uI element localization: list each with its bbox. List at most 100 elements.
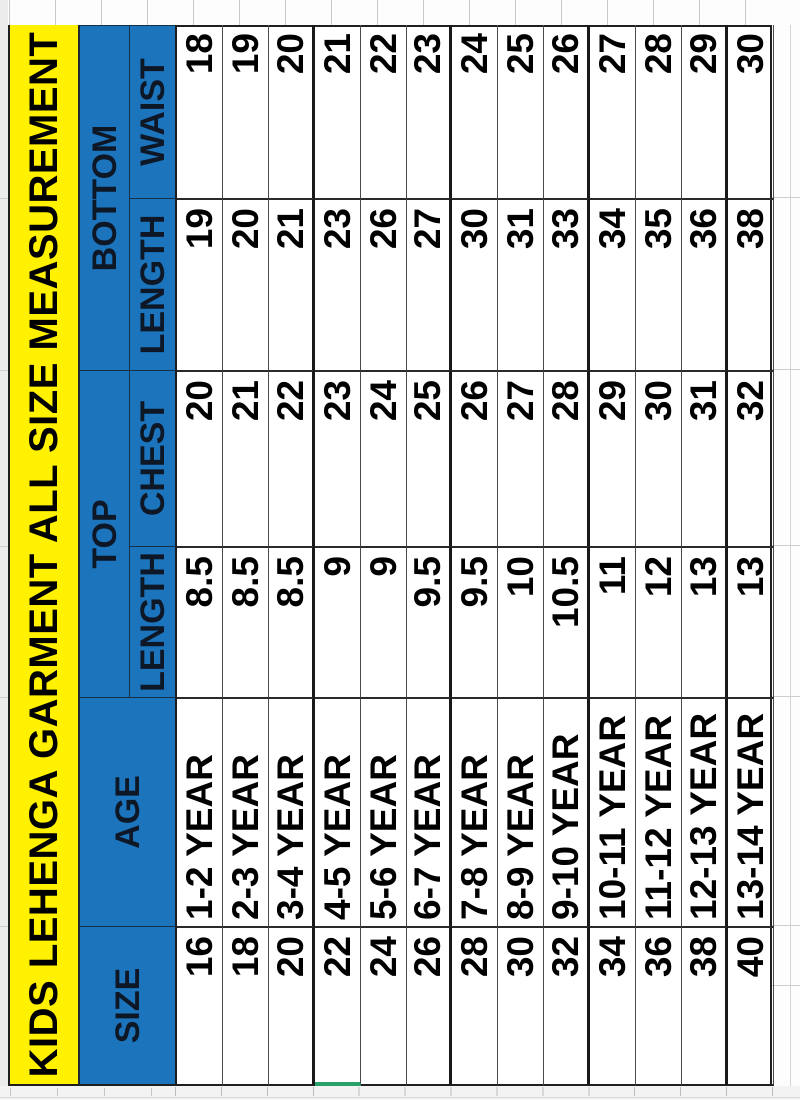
cell-bottom-waist: 21 — [314, 25, 361, 198]
gridline — [772, 925, 800, 926]
cell-bottom-length: 26 — [360, 198, 407, 370]
cell-age: 10-11 YEAR — [590, 697, 637, 926]
cell-age: 4-5 YEAR — [314, 697, 361, 926]
cell-bottom-waist: 20 — [268, 25, 315, 198]
cell-top-length: 9.5 — [406, 546, 453, 697]
cell-size: 32 — [544, 926, 591, 1086]
cell-bottom-waist: 22 — [360, 25, 407, 198]
gridline — [772, 369, 800, 370]
gridline — [0, 370, 8, 371]
margin-left-strip — [0, 0, 8, 1100]
cell-size: 28 — [452, 926, 499, 1086]
size-chart-table: KIDS LEHENGA GARMENT ALL SIZE MEASUREMEN… — [8, 25, 774, 1086]
cell-top-length: 11 — [590, 546, 637, 697]
gridline — [0, 926, 8, 927]
cell-bottom-waist: 18 — [177, 25, 223, 198]
cell-bottom-waist: 27 — [590, 25, 637, 198]
gridline — [772, 985, 800, 986]
header-top-length: LENGTH — [130, 546, 177, 697]
cell-top-chest: 29 — [590, 370, 637, 546]
gridline — [0, 697, 8, 698]
cell-size: 36 — [636, 926, 682, 1086]
cell-age: 7-8 YEAR — [452, 697, 499, 926]
cell-top-length: 9 — [360, 546, 407, 697]
cell-age: 1-2 YEAR — [177, 697, 223, 926]
cell-size: 34 — [590, 926, 637, 1086]
cell-age: 12-13 YEAR — [681, 697, 728, 926]
cell-size: 20 — [268, 926, 315, 1086]
chart-title: KIDS LEHENGA GARMENT ALL SIZE MEASUREMEN… — [10, 25, 80, 1086]
cell-bottom-length: 23 — [314, 198, 361, 370]
header-top-chest: CHEST — [130, 370, 177, 546]
gridline — [0, 1097, 800, 1098]
cell-bottom-length: 34 — [590, 198, 637, 370]
cell-top-chest: 24 — [360, 370, 407, 546]
cell-size: 40 — [727, 926, 774, 1086]
cell-age: 2-3 YEAR — [222, 697, 269, 926]
cell-top-length: 9.5 — [452, 546, 499, 697]
cell-top-chest: 30 — [636, 370, 682, 546]
cell-age: 9-10 YEAR — [544, 697, 591, 926]
cell-bottom-length: 30 — [452, 198, 499, 370]
margin-right-strip — [774, 0, 800, 1100]
cell-top-length: 8.5 — [268, 546, 315, 697]
cell-age: 13-14 YEAR — [727, 697, 774, 926]
cell-bottom-waist: 30 — [727, 25, 774, 198]
cell-top-chest: 31 — [681, 370, 728, 546]
cell-size: 22 — [314, 926, 361, 1086]
cell-top-chest: 25 — [406, 370, 453, 546]
header-bottom-waist: WAIST — [130, 25, 177, 198]
cell-bottom-waist: 25 — [498, 25, 545, 198]
cell-bottom-waist: 28 — [636, 25, 682, 198]
cell-bottom-length: 35 — [636, 198, 682, 370]
cell-top-length: 12 — [636, 546, 682, 697]
cell-top-chest: 23 — [314, 370, 361, 546]
cell-top-length: 8.5 — [177, 546, 223, 697]
header-top-group: TOP — [80, 370, 130, 697]
margin-bottom-gridlines — [175, 1087, 773, 1096]
cell-top-chest: 26 — [452, 370, 499, 546]
cell-top-length: 13 — [681, 546, 728, 697]
cell-age: 5-6 YEAR — [360, 697, 407, 926]
cell-bottom-length: 21 — [268, 198, 315, 370]
cell-age: 6-7 YEAR — [406, 697, 453, 926]
cell-bottom-length: 19 — [177, 198, 223, 370]
cell-age: 11-12 YEAR — [636, 697, 682, 926]
cell-top-chest: 22 — [268, 370, 315, 546]
cell-bottom-length: 20 — [222, 198, 269, 370]
cell-size: 30 — [498, 926, 545, 1086]
cell-top-chest: 32 — [727, 370, 774, 546]
header-size: SIZE — [80, 926, 177, 1086]
cell-bottom-waist: 24 — [452, 25, 499, 198]
cell-bottom-length: 27 — [406, 198, 453, 370]
cell-size: 38 — [681, 926, 728, 1086]
cell-top-length: 10 — [498, 546, 545, 697]
cell-bottom-length: 31 — [498, 198, 545, 370]
cell-age: 3-4 YEAR — [268, 697, 315, 926]
header-age: AGE — [80, 697, 177, 926]
cell-bottom-waist: 19 — [222, 25, 269, 198]
cell-top-length: 10.5 — [544, 546, 591, 697]
cell-top-chest: 27 — [498, 370, 545, 546]
header-bottom-group: BOTTOM — [80, 25, 130, 370]
cell-size: 18 — [222, 926, 269, 1086]
cell-size: 26 — [406, 926, 453, 1086]
cell-size: 24 — [360, 926, 407, 1086]
cell-size: 16 — [177, 926, 223, 1086]
header-bottom-length: LENGTH — [130, 198, 177, 370]
cell-bottom-length: 33 — [544, 198, 591, 370]
cell-bottom-waist: 29 — [681, 25, 728, 198]
gridline — [772, 545, 800, 546]
cell-bottom-length: 36 — [681, 198, 728, 370]
cell-bottom-length: 38 — [727, 198, 774, 370]
margin-top-gridlines — [0, 0, 800, 25]
cell-bottom-waist: 26 — [544, 25, 591, 198]
cell-top-chest: 20 — [177, 370, 223, 546]
gridline — [0, 546, 8, 547]
cell-top-length: 9 — [314, 546, 361, 697]
margin-bottom-gridlines — [10, 1088, 170, 1096]
cell-top-length: 8.5 — [222, 546, 269, 697]
cell-top-length: 13 — [727, 546, 774, 697]
gridline — [790, 25, 791, 1100]
gridline — [772, 197, 800, 198]
